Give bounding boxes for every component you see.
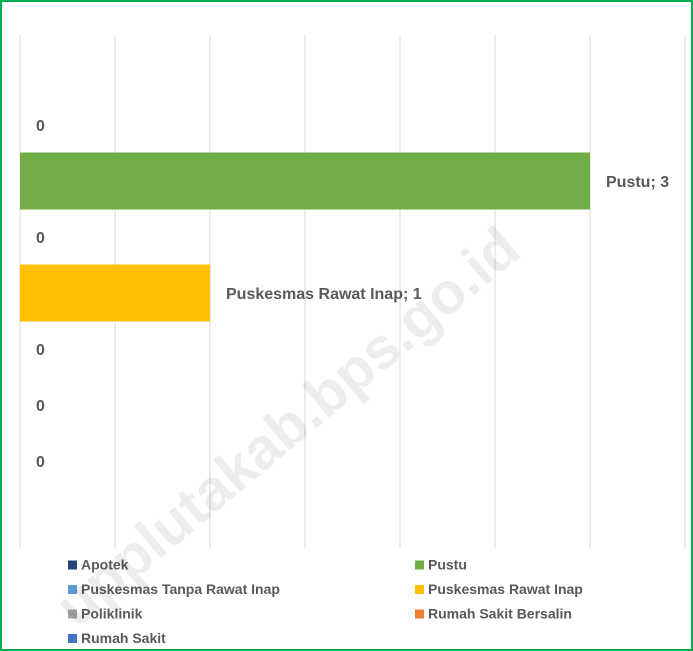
data-label: 0 xyxy=(36,398,45,415)
legend-marker xyxy=(68,634,77,643)
legend-marker xyxy=(415,609,424,619)
legend-label: Puskesmas Rawat Inap xyxy=(428,581,583,597)
legend-label: Rumah Sakit xyxy=(81,630,166,646)
data-label: 0 xyxy=(36,342,45,359)
data-label: 0 xyxy=(36,230,45,247)
data-label: Puskesmas Rawat Inap; 1 xyxy=(226,286,422,303)
legend-marker xyxy=(68,585,77,594)
bar xyxy=(20,264,210,322)
legend-label: Poliklinik xyxy=(81,606,143,622)
legend-label: Apotek xyxy=(81,557,129,573)
legend-marker xyxy=(68,560,77,570)
data-label: 0 xyxy=(36,118,45,135)
legend-marker xyxy=(415,560,424,570)
bar xyxy=(20,152,590,210)
legend-label: Pustu xyxy=(428,557,467,573)
data-label: 0 xyxy=(36,454,45,471)
legend-label: Puskesmas Tanpa Rawat Inap xyxy=(81,581,280,597)
data-label: Pustu; 3 xyxy=(606,174,669,191)
legend-label: Rumah Sakit Bersalin xyxy=(428,606,572,622)
legend-marker xyxy=(415,585,424,594)
legend-marker xyxy=(68,609,77,619)
